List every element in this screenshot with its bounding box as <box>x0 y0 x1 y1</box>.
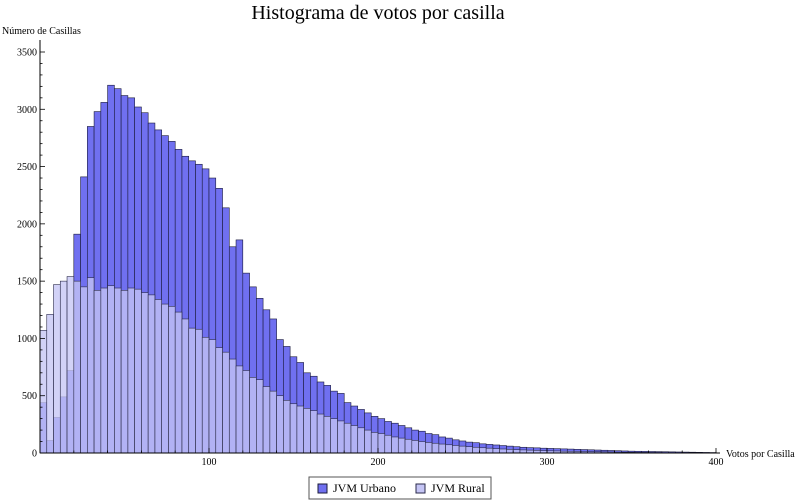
bar-rural <box>431 442 440 454</box>
bar-rural <box>485 447 494 454</box>
legend: JVM Urbano JVM Rural <box>308 476 492 500</box>
legend-swatch-jvm-urbano <box>317 483 328 494</box>
bar-rural <box>370 432 379 454</box>
bar-rural <box>337 420 345 454</box>
bar-rural <box>87 277 95 454</box>
bar-rural <box>357 427 365 454</box>
bar-rural <box>458 445 467 454</box>
bar-rural <box>303 408 311 454</box>
bar-rural <box>323 416 331 454</box>
bar-rural <box>499 448 507 454</box>
bar-rural <box>154 299 162 454</box>
legend-swatch-jvm-rural <box>415 483 426 494</box>
bar-rural <box>418 441 426 454</box>
bar-rural <box>127 287 135 454</box>
bar-rural <box>256 379 264 454</box>
bar-rural <box>215 347 223 454</box>
bar-rural <box>141 292 149 454</box>
bar-rural <box>73 280 81 454</box>
x-tick-label: 100 <box>202 457 217 468</box>
bar-rural <box>364 429 372 454</box>
bar-rural <box>445 444 453 454</box>
bar-rural <box>46 314 54 454</box>
bar-rural <box>188 327 196 454</box>
bar-rural <box>100 287 108 454</box>
bar-rural <box>134 288 142 454</box>
ticks: 0 500 1000 1500 2000 2500 3000 3500 100 200 300 400 <box>17 48 724 469</box>
bar-rural <box>425 442 433 454</box>
bar-rural <box>147 294 156 454</box>
bar-rural <box>269 390 277 454</box>
bar-rural <box>289 403 298 454</box>
bar-rural <box>181 318 190 454</box>
y-tick-label: 500 <box>22 391 37 402</box>
legend-label-jvm-urbano: JVM Urbano <box>333 481 396 495</box>
y-tick-label: 1000 <box>17 334 37 345</box>
bar-rural <box>384 434 392 454</box>
y-tick-label: 2000 <box>17 219 37 230</box>
legend-label-jvm-rural: JVM Rural <box>431 481 485 495</box>
bar-rural <box>452 445 460 454</box>
legend-box <box>308 476 492 500</box>
x-tick-label: 200 <box>371 457 386 468</box>
x-tick-label: 400 <box>709 457 724 468</box>
bar-rural <box>59 280 68 454</box>
bar-rural <box>53 284 61 454</box>
bar-rural <box>93 290 102 454</box>
y-tick-label: 3500 <box>17 48 37 59</box>
bar-rural <box>195 328 203 454</box>
bar-rural <box>242 370 250 454</box>
bar-rural <box>377 433 386 454</box>
bar-rural <box>174 311 183 454</box>
bar-rural <box>201 336 210 454</box>
bar-rural <box>80 286 88 454</box>
bar-rural <box>404 438 413 454</box>
y-tick-label: 2500 <box>17 162 37 173</box>
bar-rural <box>310 410 318 454</box>
bar-rural <box>506 449 514 454</box>
bar-rural <box>350 425 359 454</box>
y-axis-label: Número de Casillas <box>2 26 81 37</box>
bar-rural <box>208 339 217 454</box>
y-tick-label: 1500 <box>17 277 37 288</box>
bar-rural <box>39 330 48 454</box>
x-tick-label: 300 <box>540 457 555 468</box>
bar-rural <box>296 405 304 454</box>
y-tick-label: 3000 <box>17 105 37 116</box>
bar-rural <box>222 351 230 454</box>
bar-rural <box>411 440 419 454</box>
bar-rural <box>168 306 176 454</box>
bar-rural <box>472 446 480 454</box>
bar-rural <box>397 437 406 454</box>
bar-rural <box>107 285 115 454</box>
x-axis-label: Votos por Casilla <box>726 449 795 460</box>
bar-rural <box>492 448 500 454</box>
bar-rural <box>249 377 257 454</box>
bar-rural <box>479 447 487 454</box>
bar-rural <box>330 418 338 454</box>
bar-rural <box>235 365 244 454</box>
bar-rural <box>391 436 399 454</box>
bar-rural <box>438 443 446 454</box>
bar-rural <box>120 290 129 454</box>
bar-rural <box>283 399 291 454</box>
chart-title: Histograma de votos por casilla <box>251 2 504 24</box>
bar-rural <box>316 413 325 454</box>
bar-rural <box>343 422 352 454</box>
bar-rural <box>276 395 284 454</box>
bar-rural <box>161 303 169 454</box>
bar-rural <box>262 386 271 454</box>
bar-rural <box>66 276 75 454</box>
y-tick-label: 0 <box>32 449 37 460</box>
bar-rural <box>114 287 122 454</box>
bar-rural <box>228 358 237 454</box>
bar-rural <box>465 446 473 454</box>
